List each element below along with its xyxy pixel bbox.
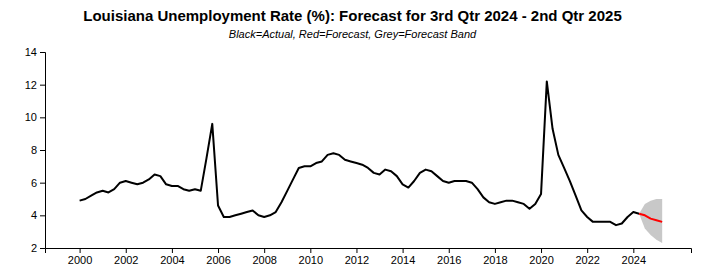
y-tick: 8 (31, 144, 45, 156)
x-tick: 2024 (622, 248, 646, 266)
title: Louisiana Unemployment Rate (%): Forecas… (83, 7, 621, 24)
plot: 2000 2002 2004 2006 2008 2010 2012 2014 2016 2018… (25, 46, 692, 266)
x-tick-mark (80, 248, 81, 253)
x-tick: 2008 (252, 248, 276, 266)
y-tick: 4 (31, 209, 45, 221)
chart: Louisiana Unemployment Rate (%): Forecas… (0, 0, 705, 280)
x-axis: 2000 2002 2004 2006 2008 2010 2012 2014 2016 2018… (46, 248, 692, 266)
x-tick-label: 2022 (575, 254, 599, 266)
x-tick-mark (449, 248, 450, 253)
subtitle: Black=Actual, Red=Forecast, Grey=Forecas… (229, 28, 477, 40)
y-tick-label: 4 (31, 209, 37, 221)
y-tick-label: 2 (31, 242, 37, 254)
x-tick-label: 2008 (252, 254, 276, 266)
x-tick-mark (218, 248, 219, 253)
x-tick-label: 2024 (622, 254, 646, 266)
x-tick-mark (541, 248, 542, 253)
x-tick: 2022 (575, 248, 599, 266)
x-tick: 2018 (483, 248, 507, 266)
x-tick-mark (310, 248, 311, 253)
y-tick-mark (40, 183, 45, 184)
x-tick: 2004 (160, 248, 184, 266)
y-tick: 12 (25, 79, 45, 91)
y-tick-label: 14 (25, 46, 37, 58)
y-tick-label: 6 (31, 177, 37, 189)
y-tick-mark (40, 117, 45, 118)
x-tick: 2014 (391, 248, 415, 266)
y-tick-mark (40, 215, 45, 216)
y-tick-label: 8 (31, 144, 37, 156)
x-tick-label: 2004 (160, 254, 184, 266)
x-tick: 2006 (206, 248, 230, 266)
x-tick-mark (403, 248, 404, 253)
x-tick-mark (172, 248, 173, 253)
x-tick-mark (264, 248, 265, 253)
y-tick: 10 (25, 111, 45, 123)
y-tick: 14 (25, 46, 45, 58)
x-tick: 2002 (114, 248, 138, 266)
x-tick-label: 2014 (391, 254, 415, 266)
x-tick: 2016 (437, 248, 461, 266)
x-tick: 2012 (345, 248, 369, 266)
x-tick-mark (356, 248, 357, 253)
y-tick-mark (40, 150, 45, 151)
marks (80, 81, 663, 243)
x-tick-label: 2006 (206, 254, 230, 266)
y-tick: 6 (31, 177, 45, 189)
x-tick-mark (495, 248, 496, 253)
x-tick-label: 2016 (437, 254, 461, 266)
x-tick: 2010 (299, 248, 323, 266)
x-tick: 2020 (529, 248, 553, 266)
x-tick-label: 2002 (114, 254, 138, 266)
y-tick-mark (40, 85, 45, 86)
y-tick-label: 12 (25, 79, 37, 91)
y-tick-mark (40, 248, 45, 249)
x-tick-mark (126, 248, 127, 253)
forecast-band (639, 199, 662, 243)
y-tick: 2 (31, 242, 45, 254)
line (639, 214, 662, 222)
x-axis-line (46, 249, 692, 254)
x-tick-label: 2012 (345, 254, 369, 266)
x-tick: 2000 (68, 248, 92, 266)
x-tick-mark (633, 248, 634, 253)
x-tick-label: 2010 (299, 254, 323, 266)
y-tick-mark (40, 52, 45, 53)
y-axis-line (40, 53, 46, 249)
x-tick-label: 2000 (68, 254, 92, 266)
line (80, 81, 639, 225)
y-axis: 2 4 6 8 10 12 14 (25, 46, 46, 254)
x-tick-mark (587, 248, 588, 253)
x-tick-label: 2020 (529, 254, 553, 266)
x-tick-label: 2018 (483, 254, 507, 266)
y-tick-label: 10 (25, 111, 37, 123)
